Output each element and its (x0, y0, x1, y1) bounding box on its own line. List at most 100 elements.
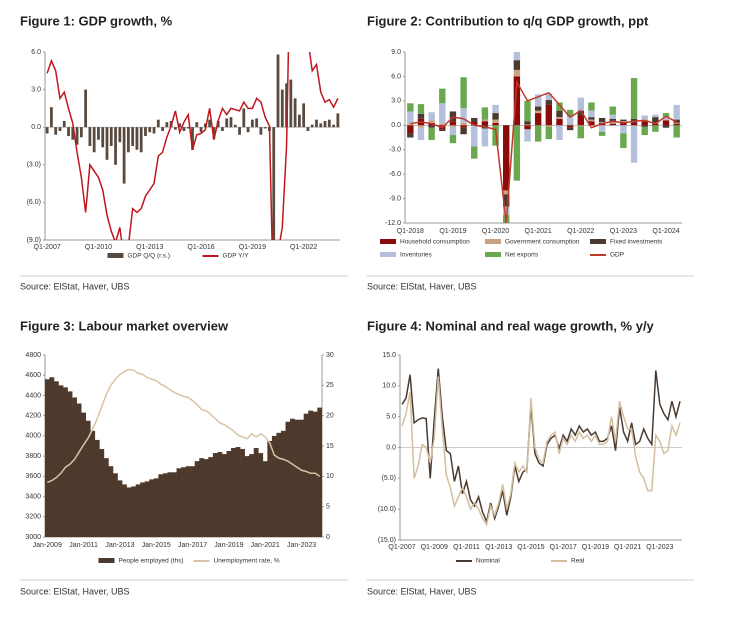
bar-segment (449, 111, 457, 122)
bar-segment (524, 124, 531, 126)
bar (135, 484, 141, 537)
bar (276, 432, 282, 537)
x-tick-label: Q1-2007 (34, 244, 61, 251)
y-tick-label: 9.0 (391, 49, 401, 56)
x-tick-label: Q1-2015 (517, 544, 544, 551)
bar-segment (662, 125, 670, 128)
bar (221, 127, 224, 131)
y-tick-label: -12.0 (385, 220, 401, 227)
bar (191, 127, 194, 150)
x-tick-label: Q1-2010 (85, 244, 112, 251)
bar-segment (481, 121, 489, 126)
line-series (46, 368, 321, 484)
bar-segment (439, 88, 446, 104)
bar-segment (407, 111, 414, 124)
line-series (401, 376, 681, 527)
y2-tick-label: 5 (326, 504, 330, 511)
y-tick-label: 3400 (25, 493, 41, 500)
bar-segment (439, 129, 446, 131)
bar (190, 466, 196, 537)
bar-segment (534, 110, 542, 114)
bar-segment (428, 120, 435, 123)
bar (126, 487, 132, 537)
bar-segment (630, 78, 638, 119)
bar (226, 451, 232, 537)
bar (181, 467, 186, 537)
bar (53, 381, 59, 537)
chart: Figure 4: Nominal and real wage growth, … (367, 318, 682, 596)
bar (315, 119, 318, 128)
x-tick-label: Q1-2024 (652, 228, 679, 235)
legend-swatch (590, 239, 606, 244)
bar (208, 119, 211, 128)
bar-segment (545, 125, 553, 127)
bar (225, 118, 229, 128)
bar (290, 418, 295, 537)
bar (126, 127, 130, 153)
legend-label: GDP Q/Q (r.s.) (128, 253, 171, 260)
bar-segment (588, 117, 595, 120)
bar-segment (577, 110, 584, 116)
bar (122, 484, 127, 537)
bar-segment (428, 112, 435, 121)
legend-swatch (380, 252, 396, 257)
bar (212, 127, 216, 139)
bar (289, 79, 293, 128)
legend-swatch (98, 558, 115, 563)
bar-segment (673, 122, 680, 124)
y2-tick-label: 25 (326, 382, 334, 389)
bar (76, 403, 82, 537)
y-tick-label: 3600 (25, 473, 41, 480)
y-tick-label: 5.0 (386, 414, 396, 421)
y-tick-label: (6.0) (27, 199, 41, 206)
bar (249, 454, 255, 537)
bar-segment (577, 115, 584, 126)
x-tick-label: Jan-2023 (287, 542, 316, 549)
bar-segment (556, 110, 563, 118)
bar (250, 119, 254, 128)
bar-segment (503, 206, 510, 215)
x-tick-label: Q1-2020 (482, 228, 509, 235)
bar (105, 127, 109, 160)
bar (99, 449, 105, 537)
bar (246, 127, 250, 133)
bar-segment (417, 113, 425, 119)
bar (109, 127, 113, 146)
y2-tick-label: 30 (326, 352, 334, 359)
bar-segment (428, 127, 435, 140)
bar (108, 466, 114, 537)
bar (323, 120, 327, 128)
bar-segment (481, 128, 489, 147)
bar (114, 127, 117, 165)
bar-segment (417, 127, 425, 140)
x-tick-label: Q1-2019 (582, 544, 609, 551)
bar (312, 411, 318, 537)
bar-segment (449, 126, 457, 136)
bar-segment (630, 125, 638, 127)
bar-segment (577, 97, 584, 111)
y-tick-label: -3.0 (389, 147, 401, 154)
bar (280, 89, 284, 128)
legend-label: Nominal (476, 558, 500, 565)
bar (294, 419, 300, 537)
bar-segment (481, 119, 489, 122)
bar (182, 127, 186, 131)
bar (327, 119, 331, 128)
y-tick-label: 0.0 (386, 444, 396, 451)
bar (238, 127, 241, 135)
bar (276, 54, 280, 128)
bar (92, 127, 96, 153)
x-tick-label: Q1-2023 (646, 544, 673, 551)
x-tick-label: Jan-2011 (69, 542, 98, 549)
x-tick-label: Q1-2019 (439, 228, 466, 235)
bar-segment (471, 122, 478, 126)
bar-segment (513, 76, 521, 126)
bar (122, 127, 126, 184)
x-tick-label: Q1-2007 (388, 544, 415, 551)
bar (242, 108, 246, 128)
source-note: Source: ElStat, Haver, UBS (367, 281, 477, 291)
bar-segment (641, 115, 648, 120)
chart: Figure 1: GDP growth, % Source: ElStat, H… (20, 13, 340, 291)
legend-label: People employed (ths) (119, 558, 184, 565)
y-tick-label: 0.0 (31, 124, 41, 131)
